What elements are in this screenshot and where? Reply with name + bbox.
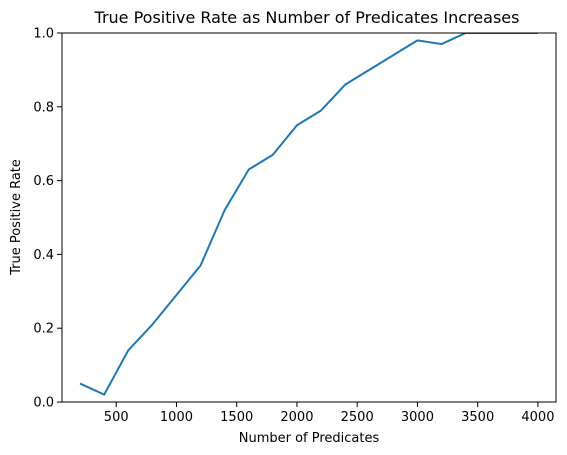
x-tick-label: 1500 xyxy=(220,410,253,425)
series-line-0 xyxy=(79,33,538,396)
y-tick-label: 0.8 xyxy=(33,100,54,115)
x-tick-label: 1000 xyxy=(160,410,193,425)
x-tick-label: 3000 xyxy=(401,410,434,425)
x-tick-label: 4000 xyxy=(521,410,554,425)
y-tick-label: 0.2 xyxy=(33,322,54,337)
y-axis: 0.0 0.2 0.4 0.6 0.8 1.0 xyxy=(33,27,62,411)
y-tick-label: 0.4 xyxy=(33,248,54,263)
chart-title: True Positive Rate as Number of Predicat… xyxy=(94,8,520,27)
y-axis-title: True Positive Rate xyxy=(9,159,24,276)
x-tick-label: 3500 xyxy=(461,410,494,425)
x-axis: 500 1000 1500 2000 2500 3000 3500 4000 xyxy=(104,402,554,425)
x-tick-label: 500 xyxy=(104,410,129,425)
x-tick-label: 2500 xyxy=(341,410,374,425)
x-tick-label: 2000 xyxy=(280,410,313,425)
plot-frame xyxy=(61,32,557,403)
y-tick-label: 0.6 xyxy=(33,174,54,189)
y-tick-label: 0.0 xyxy=(33,396,54,411)
x-axis-title: Number of Predicates xyxy=(239,431,380,446)
y-tick-label: 1.0 xyxy=(33,27,54,42)
